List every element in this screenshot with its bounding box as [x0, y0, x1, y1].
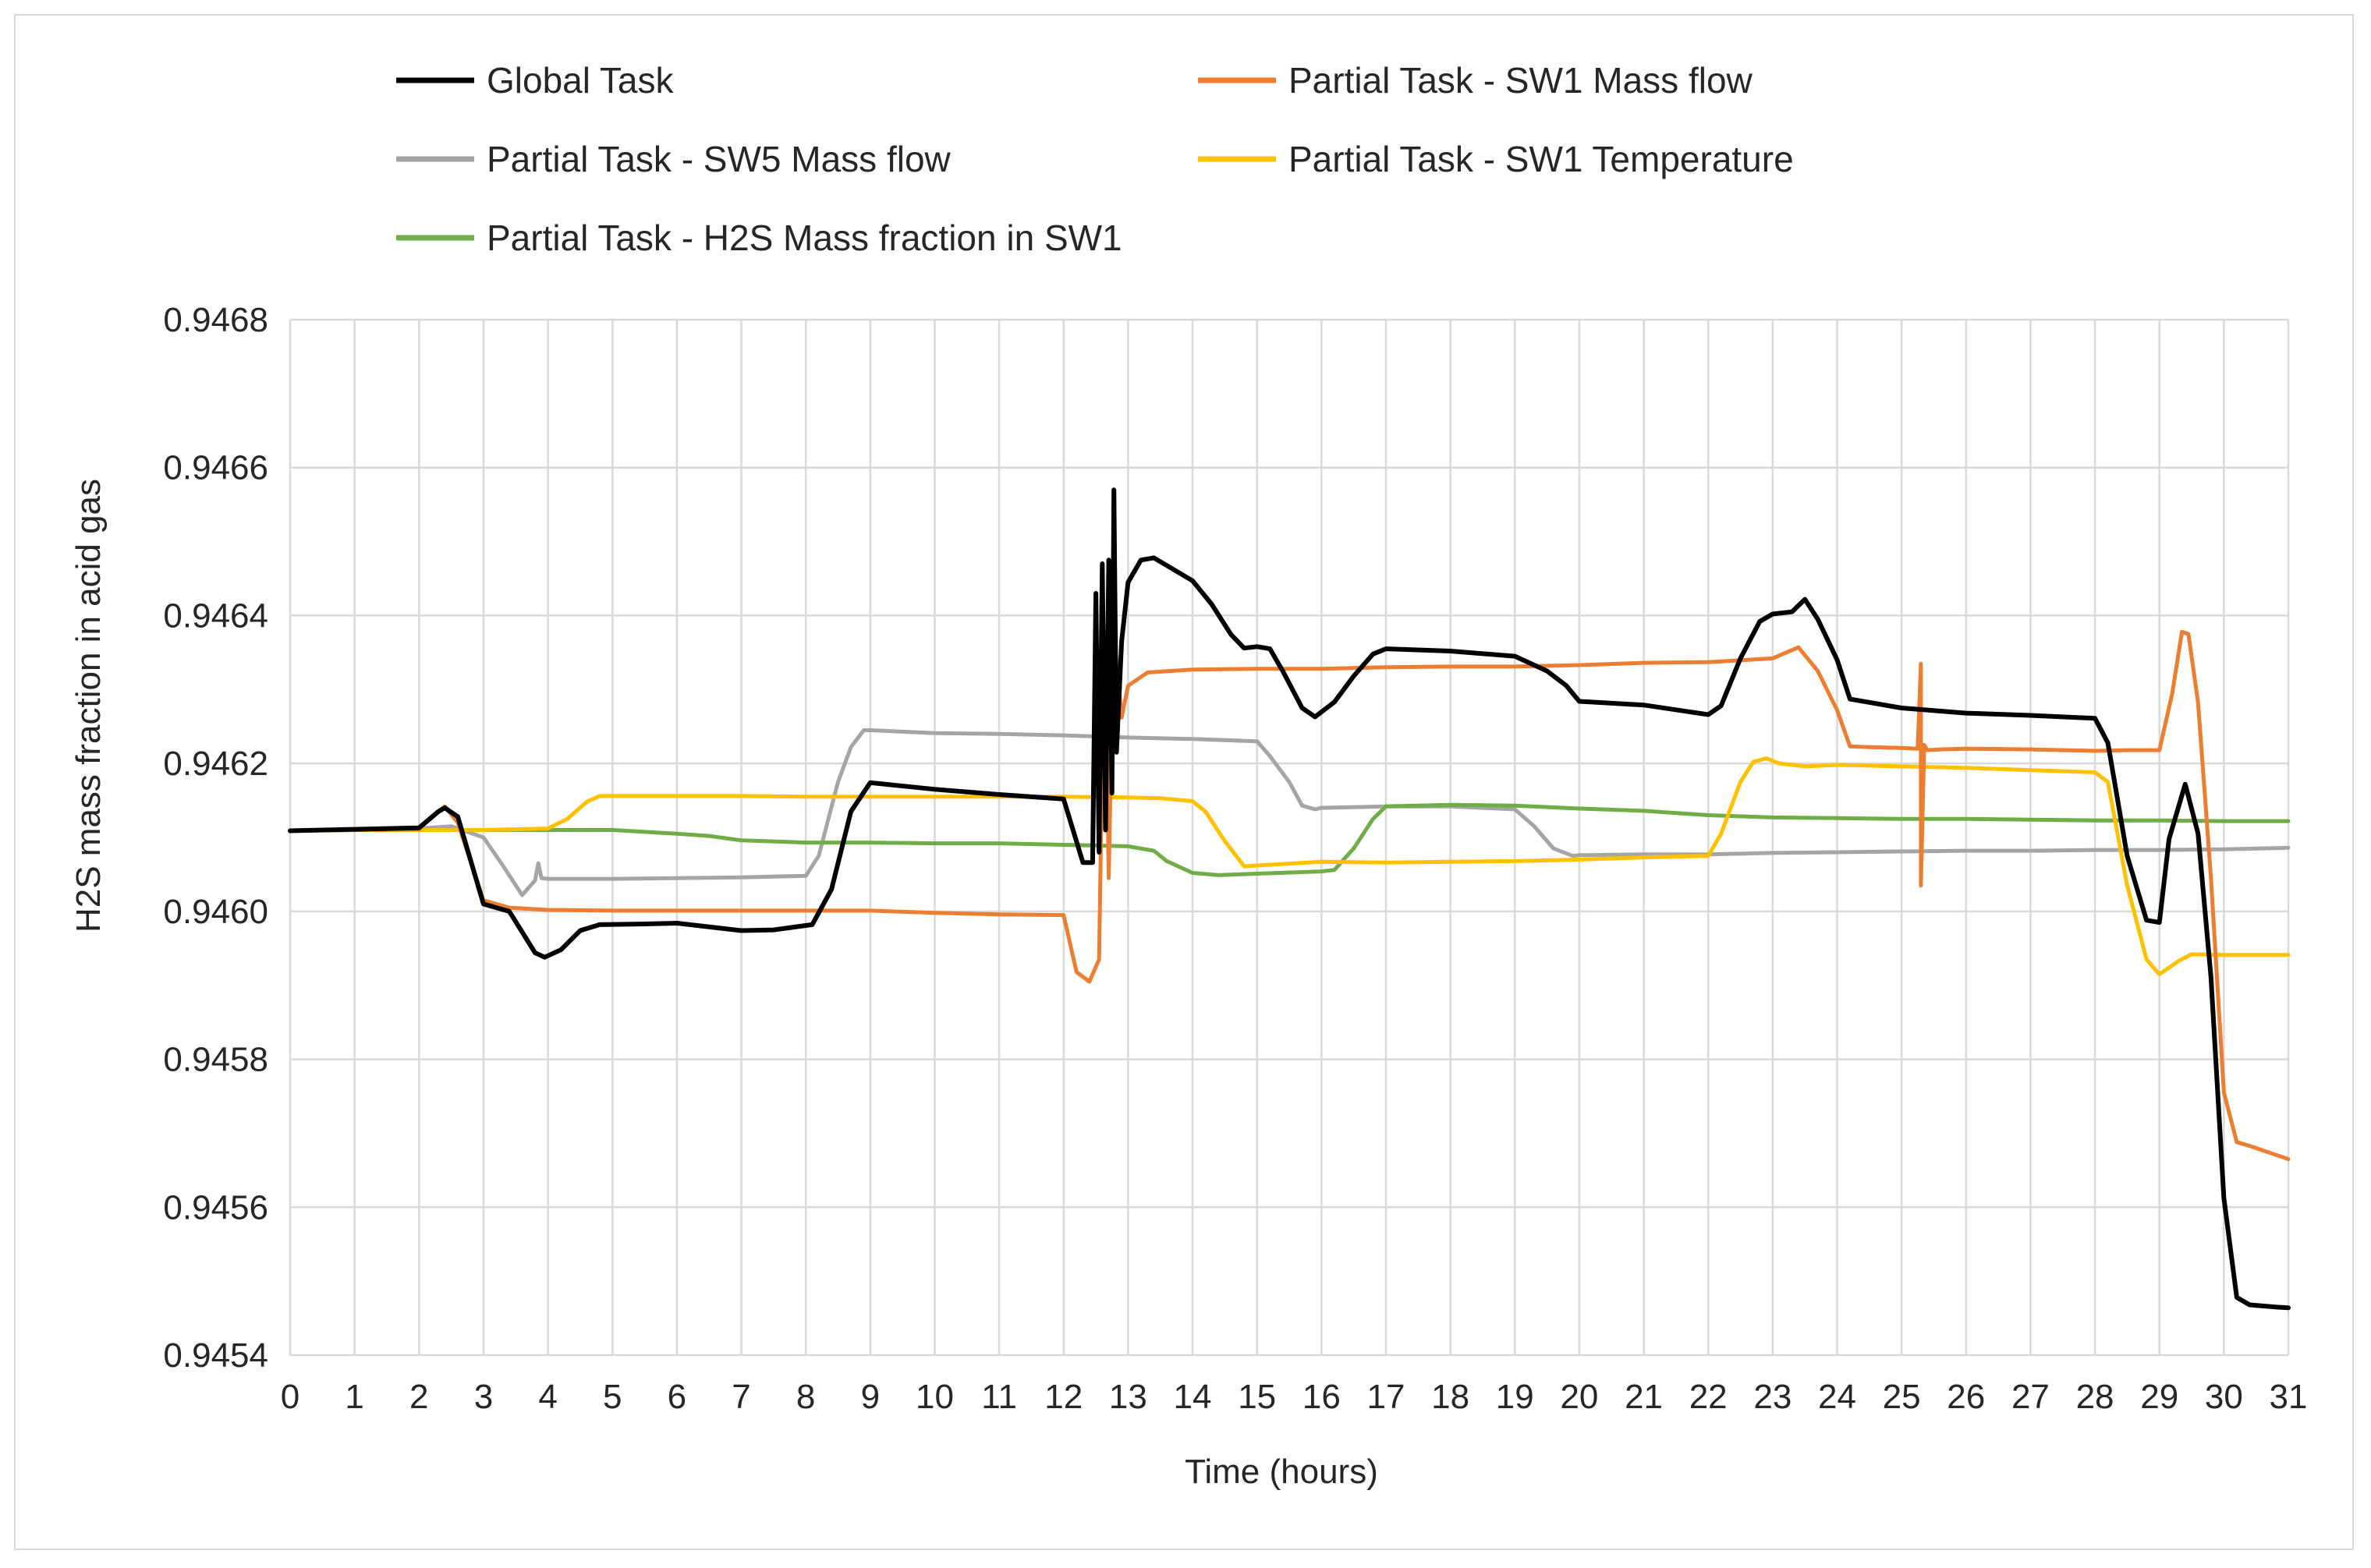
series-layer — [288, 487, 2291, 1311]
legend-label: Partial Task - SW1 Temperature — [1288, 139, 1794, 179]
x-tick-label: 27 — [2011, 1378, 2050, 1416]
y-tick-label: 0.9466 — [163, 449, 268, 487]
x-tick-label: 23 — [1753, 1378, 1792, 1416]
x-tick-label: 8 — [796, 1378, 815, 1416]
x-tick-label: 0 — [281, 1378, 299, 1416]
y-tick-labels: 0.9454 0.9456 0.9458 0.9460 0.9462 0.9464 0.94… — [163, 301, 268, 1375]
x-tick-labels: 0 1 2 3 4 5 6 7 8 9 10 11 12 13 14 15 16 17 18 19 20 21 22 23 24… — [281, 1378, 2308, 1416]
x-tick-label: 16 — [1302, 1378, 1341, 1416]
y-tick-label: 0.9458 — [163, 1041, 268, 1079]
chart-frame — [14, 14, 2354, 1550]
legend-label: Global Task — [487, 60, 675, 101]
x-tick-label: 1 — [345, 1378, 363, 1416]
x-tick-label: 18 — [1431, 1378, 1469, 1416]
x-tick-label: 24 — [1818, 1378, 1856, 1416]
y-tick-label: 0.9468 — [163, 301, 268, 339]
x-tick-label: 11 — [981, 1378, 1017, 1416]
x-tick-label: 20 — [1560, 1378, 1598, 1416]
x-tick-label: 21 — [1625, 1378, 1663, 1416]
x-tick-label: 4 — [538, 1378, 557, 1416]
x-tick-label: 15 — [1238, 1378, 1276, 1416]
x-tick-label: 9 — [861, 1378, 880, 1416]
series-line-1 — [288, 629, 2291, 1162]
x-tick-label: 31 — [2270, 1378, 2308, 1416]
x-tick-label: 13 — [1109, 1378, 1147, 1416]
x-tick-label: 29 — [2140, 1378, 2178, 1416]
series-line-2 — [288, 728, 2291, 897]
series-line-4 — [288, 802, 2291, 877]
series-line-0 — [288, 487, 2291, 1311]
x-axis-title: Time (hours) — [1185, 1453, 1378, 1491]
x-tick-label: 2 — [409, 1378, 428, 1416]
x-tick-label: 28 — [2076, 1378, 2114, 1416]
x-tick-label: 3 — [474, 1378, 493, 1416]
x-tick-label: 17 — [1366, 1378, 1405, 1416]
y-tick-label: 0.9454 — [163, 1336, 268, 1375]
y-tick-label: 0.9456 — [163, 1188, 268, 1226]
y-tick-label: 0.9460 — [163, 893, 268, 931]
series-line-3 — [288, 756, 2291, 976]
x-tick-label: 22 — [1689, 1378, 1728, 1416]
y-axis-title: H2S mass fraction in acid gas — [69, 479, 108, 933]
x-tick-label: 5 — [603, 1378, 622, 1416]
x-tick-label: 14 — [1174, 1378, 1212, 1416]
x-tick-label: 6 — [668, 1378, 686, 1416]
x-tick-label: 10 — [916, 1378, 954, 1416]
legend-label: Partial Task - H2S Mass fraction in SW1 — [487, 218, 1122, 258]
x-tick-label: 12 — [1044, 1378, 1083, 1416]
y-tick-label: 0.9464 — [163, 596, 268, 635]
x-tick-label: 25 — [1883, 1378, 1921, 1416]
legend-label: Partial Task - SW1 Mass flow — [1288, 60, 1753, 101]
x-tick-label: 7 — [732, 1378, 750, 1416]
legend-label: Partial Task - SW5 Mass flow — [487, 139, 952, 179]
x-tick-label: 26 — [1947, 1378, 1985, 1416]
gridlines — [289, 318, 2290, 1357]
legend: Global Task Partial Task - SW1 Mass flow P… — [396, 60, 1794, 258]
x-tick-label: 30 — [2205, 1378, 2243, 1416]
y-tick-label: 0.9462 — [163, 745, 268, 783]
x-tick-label: 19 — [1496, 1378, 1534, 1416]
